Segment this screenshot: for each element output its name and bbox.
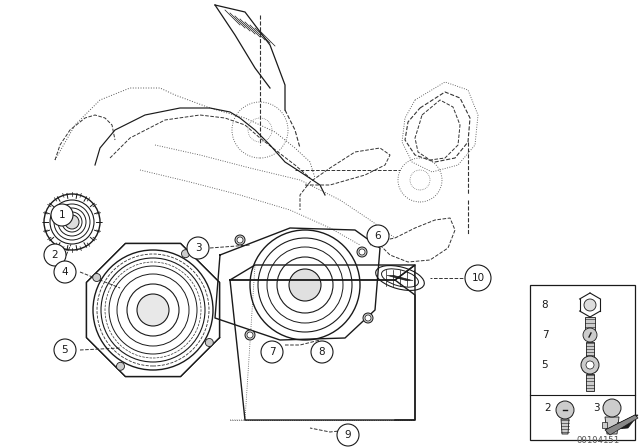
Text: 5: 5 <box>61 345 68 355</box>
Circle shape <box>51 204 73 226</box>
Text: 3: 3 <box>195 243 202 253</box>
Circle shape <box>235 235 245 245</box>
Circle shape <box>187 237 209 259</box>
Text: 8: 8 <box>319 347 325 357</box>
Text: 8: 8 <box>541 300 548 310</box>
Circle shape <box>65 215 79 229</box>
Circle shape <box>182 250 189 258</box>
Circle shape <box>54 339 76 361</box>
Text: 5: 5 <box>541 360 548 370</box>
Circle shape <box>337 424 359 446</box>
Circle shape <box>261 341 283 363</box>
Text: O0104151: O0104151 <box>577 435 620 444</box>
Polygon shape <box>585 317 595 333</box>
Polygon shape <box>561 419 569 434</box>
Circle shape <box>556 401 574 419</box>
Circle shape <box>465 265 491 291</box>
Text: 9: 9 <box>345 430 351 440</box>
Circle shape <box>584 299 596 311</box>
Bar <box>530 285 635 440</box>
Circle shape <box>367 225 389 247</box>
Circle shape <box>359 249 365 255</box>
Circle shape <box>289 269 321 301</box>
Circle shape <box>603 399 621 417</box>
Text: 7: 7 <box>269 347 275 357</box>
Polygon shape <box>605 415 638 430</box>
Text: 10: 10 <box>472 273 484 283</box>
Circle shape <box>245 330 255 340</box>
Circle shape <box>205 339 213 346</box>
Circle shape <box>586 361 594 369</box>
Circle shape <box>357 247 367 257</box>
Circle shape <box>247 332 253 338</box>
Text: 2: 2 <box>545 403 551 413</box>
Circle shape <box>116 362 125 370</box>
Circle shape <box>44 244 66 266</box>
Polygon shape <box>86 243 220 376</box>
Text: 4: 4 <box>61 267 68 277</box>
Circle shape <box>311 341 333 363</box>
Polygon shape <box>605 417 619 434</box>
Text: 2: 2 <box>52 250 58 260</box>
Polygon shape <box>617 422 622 428</box>
Circle shape <box>363 313 373 323</box>
Text: 7: 7 <box>541 330 548 340</box>
Polygon shape <box>602 422 607 428</box>
Circle shape <box>581 356 599 374</box>
Polygon shape <box>605 415 638 435</box>
Text: 1: 1 <box>59 210 65 220</box>
Circle shape <box>365 315 371 321</box>
Polygon shape <box>586 374 594 391</box>
Text: 3: 3 <box>593 403 599 413</box>
Circle shape <box>93 273 100 281</box>
Polygon shape <box>586 342 594 357</box>
Circle shape <box>583 328 597 342</box>
Circle shape <box>237 237 243 243</box>
Circle shape <box>54 261 76 283</box>
Circle shape <box>137 294 169 326</box>
Text: 6: 6 <box>374 231 381 241</box>
